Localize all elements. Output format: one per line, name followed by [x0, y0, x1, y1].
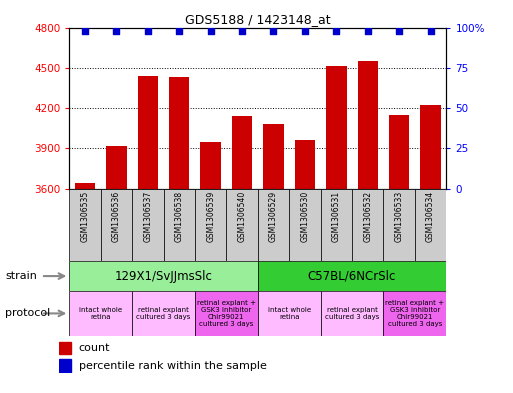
Point [238, 28, 246, 34]
Bar [132, 189, 164, 261]
Bar [383, 189, 415, 261]
Point [364, 28, 372, 34]
Bar [201, 141, 221, 393]
Bar [69, 261, 258, 291]
Text: protocol: protocol [5, 309, 50, 318]
Bar [415, 189, 446, 261]
Bar [389, 115, 409, 393]
Text: GSM1306532: GSM1306532 [363, 191, 372, 242]
Text: retinal explant +
GSK3 inhibitor
Chir99021
cultured 3 days: retinal explant + GSK3 inhibitor Chir990… [385, 300, 444, 327]
Text: GSM1306540: GSM1306540 [238, 191, 247, 242]
Bar [101, 189, 132, 261]
Bar [195, 189, 226, 261]
Bar [195, 291, 258, 336]
Text: GSM1306533: GSM1306533 [394, 191, 404, 242]
Bar [358, 61, 378, 393]
Bar [263, 124, 284, 393]
Text: retinal explant
cultured 3 days: retinal explant cultured 3 days [325, 307, 379, 320]
Bar [258, 189, 289, 261]
Text: GSM1306535: GSM1306535 [81, 191, 89, 242]
Bar [59, 342, 71, 354]
Text: intact whole
retina: intact whole retina [268, 307, 311, 320]
Text: C57BL/6NCrSlc: C57BL/6NCrSlc [308, 270, 396, 283]
Bar [294, 140, 315, 393]
Text: retinal explant
cultured 3 days: retinal explant cultured 3 days [136, 307, 191, 320]
Point [269, 28, 278, 34]
Text: percentile rank within the sample: percentile rank within the sample [79, 360, 267, 371]
Bar [226, 189, 258, 261]
Text: intact whole
retina: intact whole retina [79, 307, 122, 320]
Bar [352, 189, 383, 261]
Text: count: count [79, 343, 110, 353]
Bar [383, 291, 446, 336]
Text: GSM1306534: GSM1306534 [426, 191, 435, 242]
Text: GSM1306536: GSM1306536 [112, 191, 121, 242]
Point [301, 28, 309, 34]
Bar [132, 291, 195, 336]
Text: GSM1306531: GSM1306531 [332, 191, 341, 242]
Bar [164, 189, 195, 261]
Point [175, 28, 183, 34]
Text: GSM1306538: GSM1306538 [175, 191, 184, 242]
Text: GSM1306529: GSM1306529 [269, 191, 278, 242]
Bar [106, 146, 127, 393]
Bar [326, 66, 347, 393]
Text: 129X1/SvJJmsSlc: 129X1/SvJJmsSlc [114, 270, 212, 283]
Bar [420, 105, 441, 393]
Bar [169, 77, 189, 393]
Text: retinal explant +
GSK3 inhibitor
Chir99021
cultured 3 days: retinal explant + GSK3 inhibitor Chir990… [197, 300, 256, 327]
Bar [75, 183, 95, 393]
Bar [69, 189, 101, 261]
Point [332, 28, 341, 34]
Point [81, 28, 89, 34]
Text: GSM1306530: GSM1306530 [301, 191, 309, 242]
Point [144, 28, 152, 34]
Bar [59, 359, 71, 372]
Point [395, 28, 403, 34]
Point [207, 28, 215, 34]
Bar [321, 189, 352, 261]
Bar [289, 189, 321, 261]
Text: strain: strain [5, 271, 37, 281]
Bar [69, 291, 132, 336]
Text: GSM1306539: GSM1306539 [206, 191, 215, 242]
Bar [232, 116, 252, 393]
Point [426, 28, 435, 34]
Bar [258, 291, 321, 336]
Bar [258, 261, 446, 291]
Bar [321, 291, 383, 336]
Bar [137, 76, 158, 393]
Text: GSM1306537: GSM1306537 [143, 191, 152, 242]
Point [112, 28, 121, 34]
Title: GDS5188 / 1423148_at: GDS5188 / 1423148_at [185, 13, 330, 26]
